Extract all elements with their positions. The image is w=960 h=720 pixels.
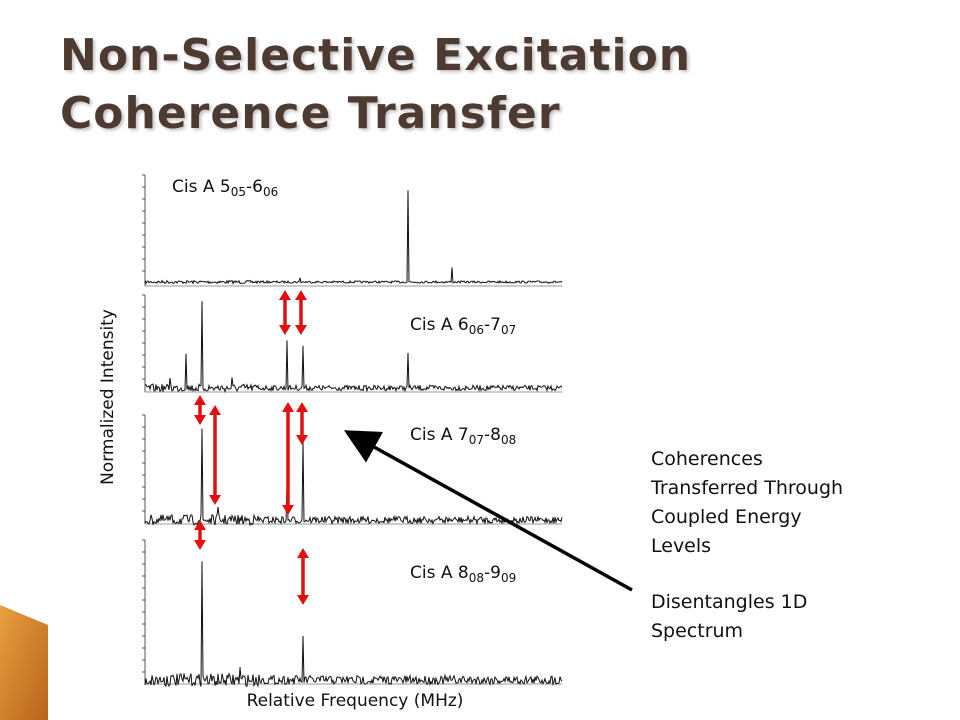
panel-label: Cis A 606-707 bbox=[410, 315, 516, 337]
transfer-arrow-head bbox=[279, 290, 291, 300]
x-axis-label: Relative Frequency (MHz) bbox=[247, 691, 464, 711]
spectrum-trace bbox=[144, 190, 563, 285]
transfer-arrow-head bbox=[295, 290, 307, 300]
transfer-arrow-head bbox=[194, 395, 206, 405]
title-line: Coherence Transfer bbox=[60, 88, 561, 139]
label-text: -6 bbox=[246, 177, 263, 197]
note-line: Disentangles 1D bbox=[651, 591, 807, 613]
transfer-arrow-head bbox=[194, 415, 206, 425]
title-line: Non-Selective Excitation bbox=[60, 30, 691, 81]
label-text: -8 bbox=[484, 425, 501, 445]
note-line: Coupled Energy bbox=[651, 506, 802, 528]
label-subscript: 07 bbox=[501, 323, 516, 337]
spectrum-trace bbox=[144, 561, 563, 688]
note-line: Coherences bbox=[651, 448, 763, 470]
panel-label: Cis A 808-909 bbox=[410, 563, 516, 585]
note-line: Spectrum bbox=[651, 620, 743, 642]
notes: Coherences Transferred Through Coupled Ene… bbox=[650, 448, 843, 642]
label-text: Cis A 6 bbox=[410, 315, 469, 335]
spectrum-trace bbox=[144, 301, 563, 393]
transfer-arrow-head bbox=[282, 505, 294, 515]
transfer-arrow-head bbox=[194, 540, 206, 550]
transfer-arrow-head bbox=[279, 325, 291, 335]
label-text: -9 bbox=[484, 563, 501, 583]
transfer-arrow-head bbox=[194, 520, 206, 530]
pointer-arrow bbox=[343, 430, 633, 592]
transfer-arrow-head bbox=[295, 325, 307, 335]
label-text: Cis A 7 bbox=[410, 425, 469, 445]
note-line: Transferred Through bbox=[650, 477, 843, 499]
label-subscript: 05 bbox=[231, 185, 246, 199]
label-text: Cis A 8 bbox=[410, 563, 469, 583]
label-subscript: 07 bbox=[469, 433, 484, 447]
transfer-arrow-head bbox=[296, 435, 308, 445]
corner-decoration bbox=[0, 605, 48, 720]
transfer-arrow-head bbox=[297, 595, 309, 605]
spectrum-trace bbox=[144, 428, 563, 527]
panel-label: Cis A 505-606 bbox=[172, 177, 278, 199]
note-line: Levels bbox=[651, 535, 711, 557]
panel-label: Cis A 707-808 bbox=[410, 425, 516, 447]
transfer-arrow-head bbox=[209, 405, 221, 415]
y-axis-label: Normalized Intensity bbox=[98, 309, 118, 485]
label-subscript: 08 bbox=[501, 433, 516, 447]
transfer-arrow-head bbox=[209, 495, 221, 505]
label-subscript: 06 bbox=[263, 185, 278, 199]
transfer-arrow-head bbox=[297, 548, 309, 558]
label-subscript: 09 bbox=[501, 571, 516, 585]
label-text: -7 bbox=[484, 315, 501, 335]
transfer-arrow-head bbox=[282, 402, 294, 412]
label-text: Cis A 5 bbox=[172, 177, 231, 197]
label-subscript: 08 bbox=[469, 571, 484, 585]
transfer-arrow-head bbox=[296, 402, 308, 412]
label-subscript: 06 bbox=[469, 323, 484, 337]
